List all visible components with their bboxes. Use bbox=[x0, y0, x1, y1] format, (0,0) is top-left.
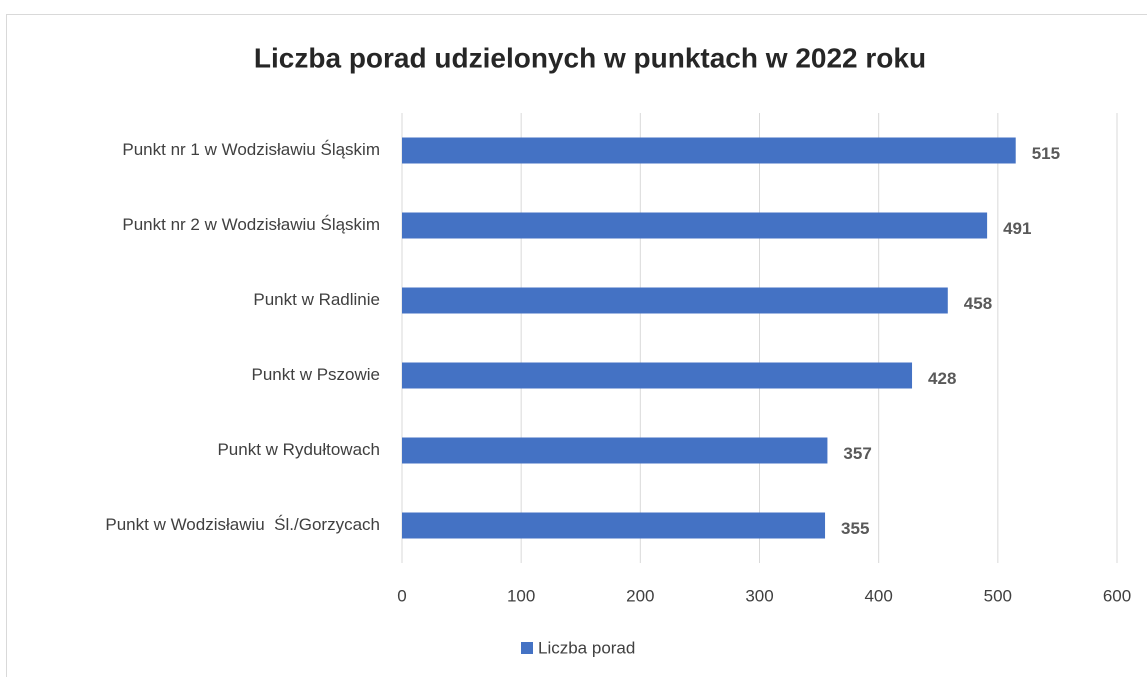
legend-swatch bbox=[521, 642, 533, 654]
bar bbox=[402, 212, 988, 239]
value-label: 491 bbox=[1003, 219, 1031, 238]
bar bbox=[402, 287, 948, 314]
chart-border bbox=[6, 14, 1147, 677]
y-tick-label: Punkt w Wodzisławiu Śl./Gorzycach bbox=[105, 515, 380, 534]
x-tick-label: 300 bbox=[745, 586, 773, 605]
y-tick-label: Punkt w Rydułtowach bbox=[217, 440, 380, 459]
y-tick-label: Punkt w Radlinie bbox=[253, 290, 380, 309]
x-tick-label: 500 bbox=[984, 586, 1012, 605]
bar bbox=[402, 362, 913, 389]
bar bbox=[402, 512, 826, 539]
y-tick-label: Punkt nr 2 w Wodzisławiu Śląskim bbox=[122, 215, 380, 234]
bar bbox=[402, 137, 1016, 164]
value-label: 357 bbox=[843, 444, 871, 463]
bar bbox=[402, 437, 828, 464]
x-tick-label: 100 bbox=[507, 586, 535, 605]
chart-title: Liczba porad udzielonych w punktach w 20… bbox=[254, 42, 926, 73]
x-tick-label: 200 bbox=[626, 586, 654, 605]
value-label: 428 bbox=[928, 369, 956, 388]
value-label: 355 bbox=[841, 519, 869, 538]
y-tick-label: Punkt w Pszowie bbox=[252, 365, 381, 384]
legend-label: Liczba porad bbox=[538, 638, 635, 657]
x-tick-label: 0 bbox=[397, 586, 406, 605]
x-tick-label: 600 bbox=[1103, 586, 1131, 605]
value-label: 515 bbox=[1032, 144, 1060, 163]
x-tick-label: 400 bbox=[864, 586, 892, 605]
y-tick-label: Punkt nr 1 w Wodzisławiu Śląskim bbox=[122, 140, 380, 159]
value-label: 458 bbox=[964, 294, 992, 313]
